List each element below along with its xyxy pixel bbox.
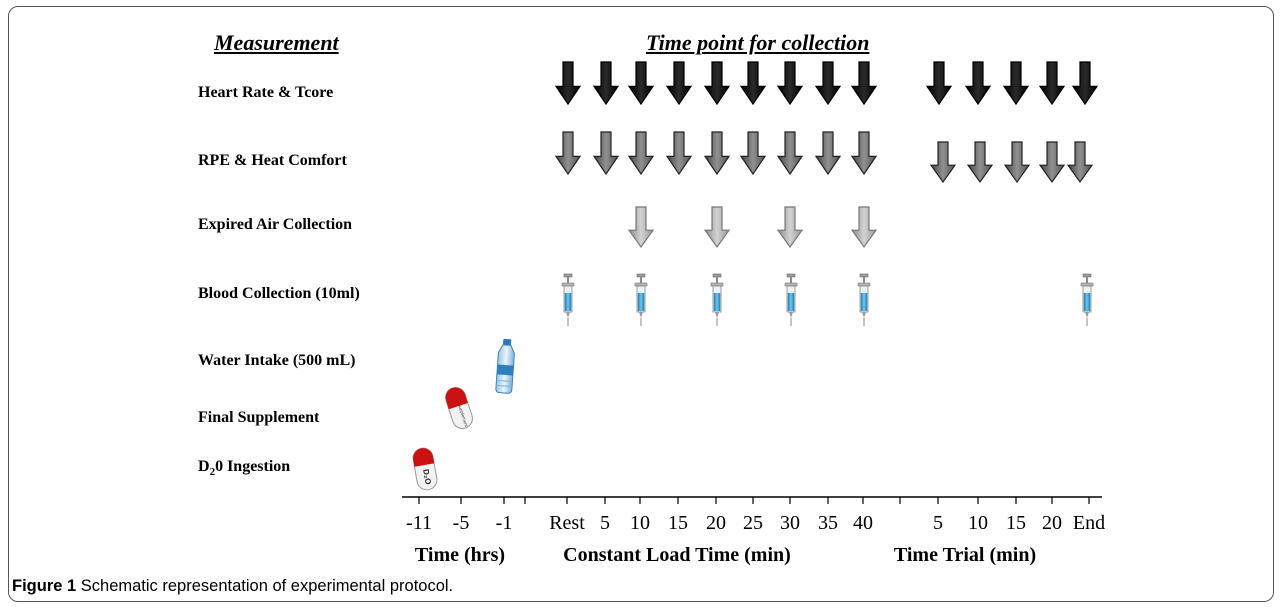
arrow-black-icon	[627, 61, 655, 106]
arrow-dark-gray-icon	[814, 131, 842, 176]
tick-label: End	[1072, 512, 1106, 534]
tick-label: 10	[630, 512, 650, 534]
arrow-dark-gray-icon	[554, 131, 582, 176]
tick-label: 5	[933, 512, 943, 534]
arrow-dark-gray-icon	[966, 141, 994, 184]
d2o-prefix: D	[198, 458, 210, 475]
row-label-blood: Blood Collection (10ml)	[198, 285, 360, 302]
heart-rate-arrows	[554, 61, 1099, 106]
tick-label: 30	[780, 512, 800, 534]
tick-label: 40	[853, 512, 873, 534]
arrow-black-icon	[1038, 61, 1066, 106]
arrow-black-icon	[1071, 61, 1099, 106]
arrow-black-icon	[592, 61, 620, 106]
syringe-icon	[857, 273, 871, 326]
axis	[402, 496, 1102, 504]
arrow-light-gray-icon	[703, 206, 731, 249]
arrow-light-gray-icon	[627, 206, 655, 249]
row-label-heart-rate: Heart Rate & Tcore	[198, 84, 334, 101]
tick-label: -11	[406, 512, 432, 534]
arrow-black-icon	[964, 61, 992, 106]
caption-label: Figure 1	[12, 577, 77, 595]
arrow-dark-gray-icon	[929, 141, 957, 184]
tick-label: -5	[452, 512, 470, 534]
syringe-icon	[634, 273, 648, 326]
arrow-dark-gray-icon	[1066, 141, 1094, 184]
tick-label: 20	[1042, 512, 1062, 534]
arrow-dark-gray-icon	[1038, 141, 1066, 184]
arrow-dark-gray-icon	[592, 131, 620, 176]
arrow-black-icon	[814, 61, 842, 106]
arrow-dark-gray-icon	[703, 131, 731, 176]
d2o-pill-label: D₂O	[421, 468, 433, 485]
arrow-black-icon	[665, 61, 693, 106]
row-label-expired-air: Expired Air Collection	[198, 216, 353, 233]
arrow-black-icon	[776, 61, 804, 106]
d2o-subscript: 2	[209, 466, 216, 479]
tick-label: 5	[600, 512, 610, 534]
blood-syringes	[561, 273, 1094, 326]
caption-text: Schematic representation of experimental…	[76, 577, 454, 595]
arrow-dark-gray-icon	[1003, 141, 1031, 184]
arrow-black-icon	[1002, 61, 1030, 106]
tick-label: 35	[818, 512, 838, 534]
axis-group-time-hrs: Time (hrs)	[414, 544, 506, 566]
tick-label: 25	[743, 512, 763, 534]
axis-group-time-trial: Time Trial (min)	[893, 544, 1037, 566]
expired-air-arrows	[627, 206, 878, 249]
rpe-arrows	[554, 131, 1094, 184]
arrow-black-icon	[925, 61, 953, 106]
syringe-icon	[1080, 273, 1094, 326]
axis-tick-marks	[418, 497, 1090, 504]
arrow-black-icon	[739, 61, 767, 106]
arrow-dark-gray-icon	[850, 131, 878, 176]
figure-frame	[8, 6, 1274, 602]
tick-label: -1	[495, 512, 513, 534]
arrow-black-icon	[554, 61, 582, 106]
arrow-black-icon	[703, 61, 731, 106]
water-bottle-icon	[495, 338, 515, 394]
tick-label: Rest	[549, 512, 585, 534]
row-label-d2o: D20 Ingestion	[198, 458, 290, 478]
row-label-rpe: RPE & Heat Comfort	[198, 152, 347, 169]
arrow-dark-gray-icon	[739, 131, 767, 176]
syringe-icon	[784, 273, 798, 326]
axis-group-constant-load: Constant Load Time (min)	[563, 544, 791, 566]
measurement-header: Measurement	[214, 30, 339, 55]
tick-label: 15	[668, 512, 688, 534]
row-label-supplement: Final Supplement	[198, 409, 320, 426]
arrow-dark-gray-icon	[665, 131, 693, 176]
tick-label: 20	[706, 512, 726, 534]
figure-caption: Figure 1 Schematic representation of exp…	[12, 577, 453, 596]
syringe-icon	[710, 273, 724, 326]
row-label-water: Water Intake (500 mL)	[198, 352, 356, 369]
tick-label: 15	[1006, 512, 1026, 534]
arrow-black-icon	[850, 61, 878, 106]
supplement-pill-icon: Supplement	[445, 387, 473, 429]
d2o-pill-icon: D₂O	[412, 447, 438, 491]
tick-label: 10	[968, 512, 988, 534]
arrow-light-gray-icon	[776, 206, 804, 249]
timepoint-header: Time point for collection	[646, 30, 870, 55]
d2o-suffix: 0 Ingestion	[215, 458, 291, 475]
arrow-dark-gray-icon	[776, 131, 804, 176]
arrow-dark-gray-icon	[627, 131, 655, 176]
arrow-light-gray-icon	[850, 206, 878, 249]
syringe-icon	[561, 273, 575, 326]
